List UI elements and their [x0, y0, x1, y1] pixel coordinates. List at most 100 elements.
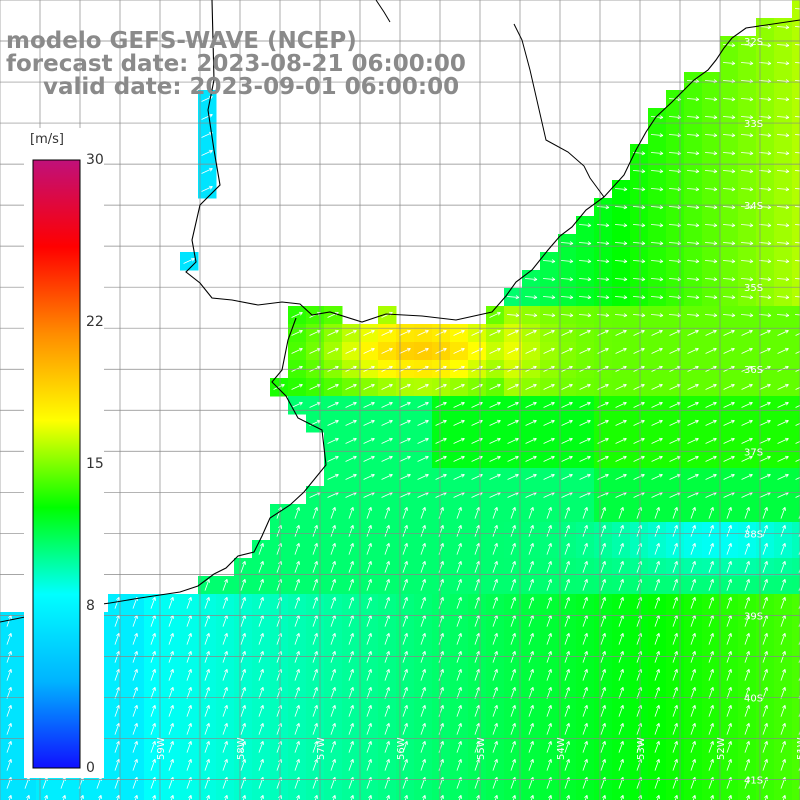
wind-arrow	[668, 259, 682, 264]
wind-arrow	[740, 313, 754, 318]
wind-arrow	[330, 525, 336, 537]
wind-arrow	[507, 437, 519, 444]
wind-arrow	[582, 525, 588, 537]
wind-cell	[792, 72, 800, 91]
wind-arrow	[704, 277, 718, 282]
wind-arrow	[687, 347, 699, 354]
wind-arrow	[632, 223, 646, 228]
wind-arrow	[668, 313, 682, 318]
wind-cell	[540, 792, 559, 800]
wind-arrow	[762, 507, 768, 519]
colorbar-gradient	[32, 159, 81, 769]
wind-arrow	[507, 473, 519, 480]
wind-cell	[792, 450, 800, 469]
lat-label: 38S	[744, 529, 763, 540]
wind-arrow	[327, 455, 339, 462]
wind-arrow	[471, 347, 483, 354]
wind-arrow	[704, 223, 718, 228]
wind-arrow	[507, 329, 519, 336]
wind-cell	[630, 792, 649, 800]
wind-arrow	[759, 383, 771, 390]
wind-arrow	[740, 97, 754, 102]
wind-arrow	[417, 383, 429, 390]
wind-arrow	[777, 419, 789, 426]
wind-cell	[792, 468, 800, 487]
wind-arrow	[345, 437, 357, 444]
lon-label: 59W	[156, 737, 167, 760]
wind-arrow	[546, 525, 552, 537]
wind-arrow	[686, 133, 700, 138]
wind-arrow	[741, 473, 753, 480]
wind-arrow	[632, 313, 646, 318]
wind-arrow	[722, 241, 736, 246]
wind-arrow	[615, 419, 627, 426]
wind-arrow	[435, 401, 447, 408]
wind-arrow	[705, 455, 717, 462]
wind-arrow	[759, 437, 771, 444]
wind-arrow	[740, 151, 754, 156]
wind-arrow	[705, 347, 717, 354]
wind-arrow	[776, 205, 790, 210]
wind-arrow	[633, 455, 645, 462]
wind-cell	[792, 162, 800, 181]
colorbar-tick-label: 8	[86, 598, 95, 614]
wind-arrow	[453, 437, 465, 444]
wind-arrow	[704, 97, 718, 102]
wind-arrow	[417, 401, 429, 408]
wind-arrow	[273, 383, 285, 390]
lon-label: 53W	[636, 737, 647, 760]
wind-arrow	[777, 437, 789, 444]
wind-arrow	[795, 405, 800, 408]
wind-arrow	[345, 455, 357, 462]
wind-arrow	[453, 401, 465, 408]
wind-arrow	[381, 383, 393, 390]
wind-arrow	[579, 329, 591, 336]
wind-arrow	[525, 419, 537, 426]
wind-cell	[792, 36, 800, 55]
wind-arrow	[510, 507, 516, 519]
wind-arrow	[795, 459, 800, 462]
wind-arrow	[399, 347, 411, 354]
wind-arrow	[435, 437, 447, 444]
wind-arrow	[780, 507, 786, 519]
wind-arrow	[561, 419, 573, 426]
wind-arrow	[776, 313, 790, 318]
lon-label: 55W	[476, 737, 487, 760]
wind-arrow	[312, 525, 318, 537]
wind-arrow	[345, 419, 357, 426]
lat-label: 40S	[744, 693, 763, 704]
wind-arrow	[597, 437, 609, 444]
wind-arrow	[615, 455, 627, 462]
wind-arrow	[759, 401, 771, 408]
wind-arrow	[705, 329, 717, 336]
wind-cell	[162, 792, 181, 800]
wind-arrow	[650, 241, 664, 246]
wind-cell	[234, 792, 253, 800]
wind-arrow	[740, 115, 754, 120]
wind-arrow	[650, 205, 664, 210]
wind-arrow	[597, 401, 609, 408]
wind-arrow	[723, 455, 735, 462]
wind-arrow	[402, 507, 408, 519]
wind-arrow	[596, 277, 610, 282]
wind-arrow	[615, 329, 627, 336]
wind-arrow	[381, 347, 393, 354]
wind-arrow	[794, 278, 800, 280]
wind-arrow	[633, 437, 645, 444]
wind-arrow	[525, 347, 537, 354]
wind-arrow	[759, 473, 771, 480]
wind-arrow	[686, 277, 700, 282]
wind-arrow	[794, 152, 800, 154]
wind-arrow	[668, 169, 682, 174]
wind-arrow	[330, 507, 336, 519]
wind-arrow	[597, 383, 609, 390]
wind-arrow	[651, 329, 663, 336]
wind-cell	[792, 792, 800, 800]
wind-arrow	[615, 473, 627, 480]
wind-arrow	[345, 347, 357, 354]
wind-arrow	[399, 329, 411, 336]
wind-arrow	[578, 241, 592, 246]
wind-arrow	[794, 62, 800, 64]
wind-arrow	[668, 223, 682, 228]
wind-cell	[432, 792, 451, 800]
